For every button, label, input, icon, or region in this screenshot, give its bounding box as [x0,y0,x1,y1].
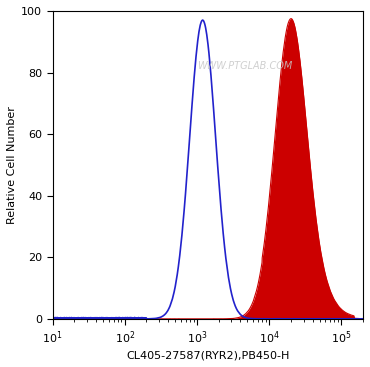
Text: WWW.PTGLAB.COM: WWW.PTGLAB.COM [198,61,293,71]
Y-axis label: Relative Cell Number: Relative Cell Number [7,106,17,224]
X-axis label: CL405-27587(RYR2),PB450-H: CL405-27587(RYR2),PB450-H [126,350,289,360]
